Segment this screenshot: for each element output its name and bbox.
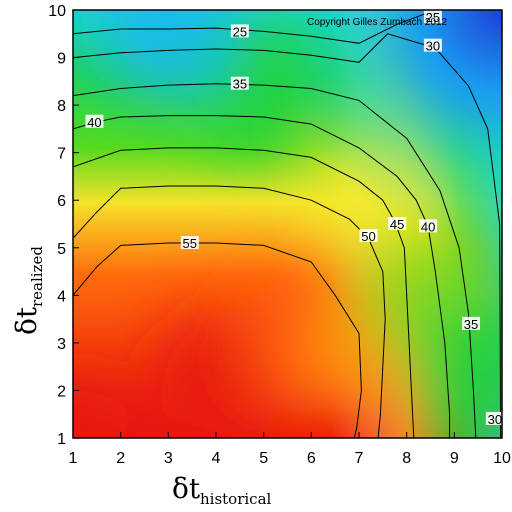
- contour-lines: [73, 10, 502, 438]
- contour-line-30: [73, 33, 502, 438]
- contour-line-25: [73, 10, 436, 44]
- contour-label: 30: [488, 412, 502, 427]
- contour-label: 40: [421, 219, 435, 234]
- contour-label-bg: [180, 236, 199, 250]
- y-tick-label: 6: [57, 193, 66, 210]
- contour-label-bg: [423, 38, 442, 52]
- contour-label: 25: [233, 24, 247, 39]
- x-axis-title-sub: historical: [200, 490, 272, 508]
- y-tick-label: 1: [57, 431, 66, 448]
- contour-label: 45: [390, 217, 404, 232]
- y-axis-title-sub: realized: [28, 246, 46, 307]
- plot-area: 25 35 40 55 50 45 40 30 35 30 25: [73, 10, 502, 438]
- x-tick-label: 8: [402, 450, 411, 467]
- contour-label: 35: [464, 317, 478, 332]
- x-axis-title-main: δt: [172, 472, 201, 505]
- x-tick-label: 10: [493, 450, 511, 467]
- x-axis-title: δt historical: [172, 472, 272, 508]
- contour-label-bg: [419, 219, 438, 233]
- y-tick-label: 2: [57, 383, 66, 400]
- y-axis-title: δt realized: [10, 246, 46, 335]
- x-tick-label: 3: [164, 450, 173, 467]
- x-tick-label: 7: [355, 450, 364, 467]
- y-tick-label: 5: [57, 241, 66, 258]
- x-tick-label: 1: [69, 450, 78, 467]
- contour-line-55: [73, 242, 362, 438]
- contour-label: 30: [426, 39, 440, 54]
- y-axis-ticks: 1 2 3 4 5 6 7 8 9 10: [48, 3, 79, 448]
- y-tick-label: 9: [57, 51, 66, 68]
- y-tick-label: 10: [48, 3, 66, 20]
- contour-label: 40: [87, 115, 101, 130]
- contour-label-bg: [423, 10, 442, 24]
- x-tick-label: 9: [450, 450, 459, 467]
- contour-label-bg: [230, 76, 249, 90]
- contour-label: 25: [426, 10, 440, 25]
- y-tick-label: 8: [57, 98, 66, 115]
- plot-frame: [72, 9, 503, 439]
- y-tick-label: 4: [57, 288, 66, 305]
- contour-labels: 25 35 40 55 50 45 40 30 35 30 25: [85, 10, 502, 427]
- x-axis-ticks: 1 2 3 4 5 6 7 8 9 10: [69, 432, 511, 467]
- contour-label-bg: [85, 114, 104, 128]
- contour-label: 50: [361, 229, 375, 244]
- contour-label: 35: [233, 77, 247, 92]
- contour-line-35: [73, 83, 477, 438]
- x-tick-label: 6: [307, 450, 316, 467]
- x-tick-label: 5: [259, 450, 268, 467]
- y-axis-title-main: δt: [10, 306, 43, 335]
- contour-label: 55: [183, 236, 197, 251]
- contour-label-bg: [359, 228, 378, 242]
- x-tick-label: 2: [116, 450, 125, 467]
- contour-label-bg: [485, 411, 502, 425]
- contour-label-bg: [462, 316, 481, 330]
- heatmap-corner: [73, 10, 502, 438]
- contour-label-bg: [388, 217, 407, 230]
- contour-label-bg: [230, 24, 249, 38]
- contour-line-50: [73, 185, 386, 438]
- y-tick-label: 3: [57, 336, 66, 353]
- contour-line-40: [73, 115, 451, 438]
- y-tick-label: 7: [57, 146, 66, 163]
- x-tick-label: 4: [212, 450, 221, 467]
- copyright-text: Copyright Gilles Zumbach 2012: [307, 17, 448, 28]
- contour-line-45: [73, 147, 415, 438]
